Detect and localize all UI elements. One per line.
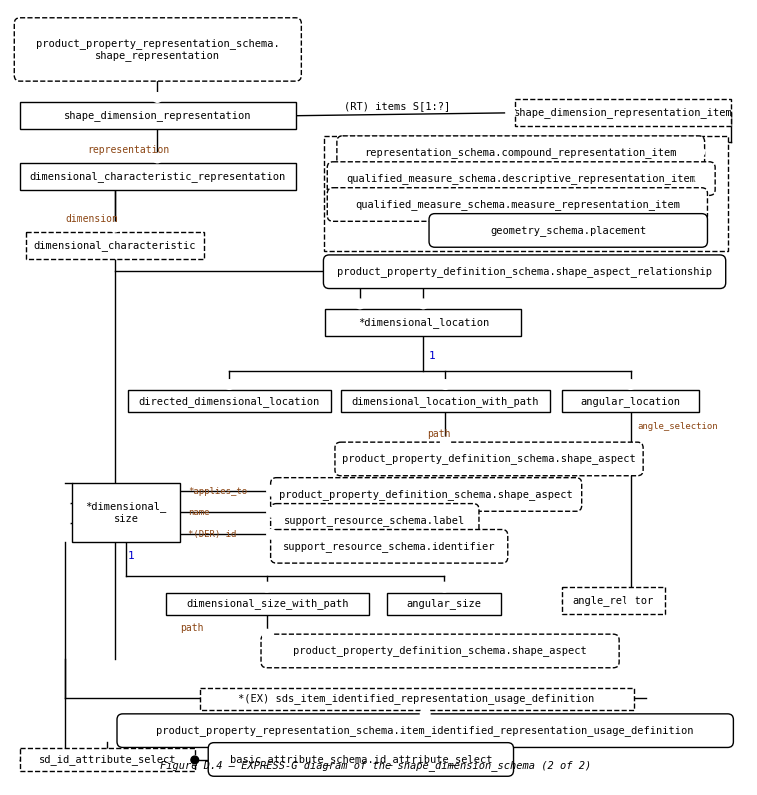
Circle shape xyxy=(262,630,272,639)
Bar xyxy=(20,748,195,770)
Text: dimension: dimension xyxy=(65,215,118,224)
Text: *dimensional_location: *dimensional_location xyxy=(357,316,489,328)
Text: support_resource_schema.label: support_resource_schema.label xyxy=(284,515,466,525)
Circle shape xyxy=(506,108,516,118)
Text: dimensional_characteristic: dimensional_characteristic xyxy=(34,240,196,250)
Text: *(DER) id: *(DER) id xyxy=(188,529,236,539)
Text: (RT) items S[1:?]: (RT) items S[1:?] xyxy=(344,101,450,111)
Circle shape xyxy=(626,595,635,605)
Bar xyxy=(200,688,634,710)
Text: *dimensional_
size: *dimensional_ size xyxy=(86,502,167,524)
Text: support_resource_schema.identifier: support_resource_schema.identifier xyxy=(283,541,495,552)
Text: name: name xyxy=(188,508,210,517)
Circle shape xyxy=(419,299,428,308)
Bar xyxy=(326,308,522,335)
FancyBboxPatch shape xyxy=(117,714,734,747)
Text: angle_selection: angle_selection xyxy=(637,422,718,431)
Text: shape_dimension_representation_item: shape_dimension_representation_item xyxy=(514,107,733,118)
Bar xyxy=(387,593,501,615)
Text: qualified_measure_schema.descriptive_representation_item: qualified_measure_schema.descriptive_rep… xyxy=(346,173,696,184)
Circle shape xyxy=(626,380,635,390)
Circle shape xyxy=(262,582,272,592)
Bar xyxy=(516,99,731,126)
FancyBboxPatch shape xyxy=(270,503,479,537)
Circle shape xyxy=(695,147,705,157)
Text: dimensional_characteristic_representation: dimensional_characteristic_representatio… xyxy=(30,171,286,181)
Circle shape xyxy=(441,380,450,390)
Text: basic_attribute_schema.id_attribute_select: basic_attribute_schema.id_attribute_sele… xyxy=(229,754,492,765)
Circle shape xyxy=(355,299,365,308)
Text: representation_schema.compound_representation_item: representation_schema.compound_represent… xyxy=(364,147,677,158)
FancyBboxPatch shape xyxy=(327,162,715,196)
Text: *applies_to: *applies_to xyxy=(188,487,248,495)
Text: dimensional_size_with_path: dimensional_size_with_path xyxy=(186,599,348,610)
Bar xyxy=(72,483,180,542)
Text: product_property_definition_schema.shape_aspect: product_property_definition_schema.shape… xyxy=(293,646,587,657)
FancyBboxPatch shape xyxy=(270,529,508,563)
FancyBboxPatch shape xyxy=(323,255,726,289)
Circle shape xyxy=(225,380,234,390)
Text: path: path xyxy=(180,623,204,634)
Text: product_property_representation_schema.
shape_representation: product_property_representation_schema. … xyxy=(36,37,279,61)
Text: angular_size: angular_size xyxy=(407,599,481,610)
FancyBboxPatch shape xyxy=(429,214,708,247)
Bar xyxy=(325,136,727,251)
Bar xyxy=(166,593,369,615)
Text: 1: 1 xyxy=(128,552,134,561)
Bar xyxy=(128,390,331,413)
Bar xyxy=(562,588,665,614)
Text: product_property_definition_schema.shape_aspect: product_property_definition_schema.shape… xyxy=(342,453,636,464)
Text: directed_dimensional_location: directed_dimensional_location xyxy=(139,396,320,407)
Text: representation: representation xyxy=(87,145,170,155)
Circle shape xyxy=(152,153,162,163)
FancyBboxPatch shape xyxy=(14,17,301,81)
FancyBboxPatch shape xyxy=(270,478,581,511)
Circle shape xyxy=(61,498,70,507)
Circle shape xyxy=(111,223,120,232)
Text: shape_dimension_representation: shape_dimension_representation xyxy=(64,111,251,121)
Circle shape xyxy=(61,518,70,528)
Text: 1: 1 xyxy=(429,351,436,361)
Circle shape xyxy=(440,582,449,592)
Bar xyxy=(20,103,295,129)
Text: product_property_representation_schema.item_identified_representation_usage_defi: product_property_representation_schema.i… xyxy=(157,725,694,736)
Bar xyxy=(341,390,550,413)
FancyBboxPatch shape xyxy=(335,442,643,475)
Text: geometry_schema.placement: geometry_schema.placement xyxy=(490,225,646,236)
Text: dimensional_location_with_path: dimensional_location_with_path xyxy=(351,396,539,407)
Circle shape xyxy=(266,507,276,517)
Text: Figure D.4 — EXPRESS-G diagram of the shape_dimension_schema (2 of 2): Figure D.4 — EXPRESS-G diagram of the sh… xyxy=(160,761,591,771)
Circle shape xyxy=(266,487,276,496)
Text: angular_location: angular_location xyxy=(580,396,681,407)
Circle shape xyxy=(695,225,705,235)
Text: sd_id_attribute_select: sd_id_attribute_select xyxy=(39,754,176,765)
Bar xyxy=(562,390,699,413)
FancyBboxPatch shape xyxy=(208,743,513,776)
Circle shape xyxy=(441,437,450,447)
Circle shape xyxy=(420,709,430,719)
Text: angle_relator: angle_relator xyxy=(573,595,654,606)
FancyBboxPatch shape xyxy=(327,188,708,221)
Text: path: path xyxy=(427,429,450,439)
Text: product_property_definition_schema.shape_aspect: product_property_definition_schema.shape… xyxy=(279,489,573,500)
Text: qualified_measure_schema.measure_representation_item: qualified_measure_schema.measure_represe… xyxy=(355,199,680,210)
Circle shape xyxy=(266,529,276,539)
Text: product_property_definition_schema.shape_aspect_relationship: product_property_definition_schema.shape… xyxy=(337,266,712,277)
Circle shape xyxy=(152,93,162,103)
Circle shape xyxy=(191,756,198,764)
FancyBboxPatch shape xyxy=(261,634,619,668)
Bar xyxy=(20,163,295,190)
Circle shape xyxy=(695,200,705,209)
Bar xyxy=(26,232,204,258)
Text: *(EX) sds_item_identified_representation_usage_definition: *(EX) sds_item_identified_representation… xyxy=(238,693,595,704)
Circle shape xyxy=(695,173,705,183)
FancyBboxPatch shape xyxy=(337,136,705,169)
